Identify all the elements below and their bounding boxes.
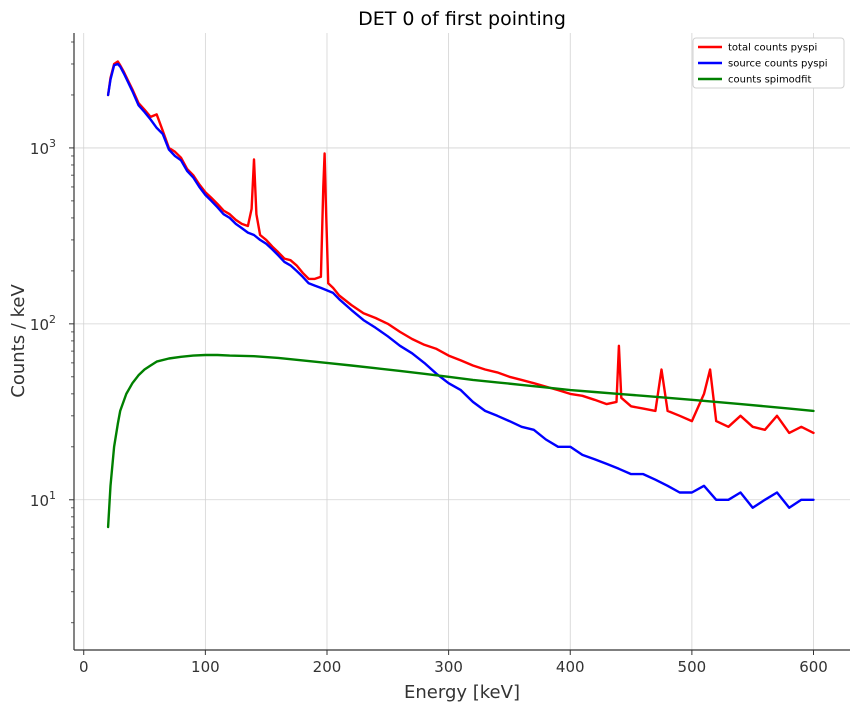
- grid-lines: [74, 33, 850, 650]
- y-tick-label: 102: [30, 313, 56, 334]
- legend-label: source counts pyspi: [728, 59, 828, 70]
- series-line-2: [106, 62, 815, 509]
- x-tick-label: 300: [434, 658, 463, 676]
- legend: total counts pyspi source counts pyspi cou…: [692, 37, 845, 89]
- y-axis-label: Counts / keV: [8, 284, 29, 398]
- series-line-1: [106, 60, 815, 435]
- legend-label: total counts pyspi: [728, 43, 817, 54]
- series-line-3: [106, 353, 815, 529]
- x-tick-label: 200: [313, 658, 342, 676]
- y-tick-label: 101: [30, 489, 56, 510]
- y-ticks: 101 102 103: [30, 137, 74, 510]
- y-tick-label: 103: [30, 137, 56, 158]
- x-axis-label: Energy [keV]: [404, 682, 520, 703]
- x-tick-label: 0: [79, 658, 89, 676]
- axes: [73, 33, 850, 651]
- x-tick-label: 600: [799, 658, 828, 676]
- series-lines: [106, 60, 815, 529]
- x-ticks: 0 100 200 300 400 500 600: [79, 650, 828, 676]
- x-tick-label: 500: [678, 658, 707, 676]
- x-tick-label: 400: [556, 658, 585, 676]
- legend-box: [692, 37, 845, 89]
- x-tick-label: 100: [191, 658, 220, 676]
- legend-label: counts spimodfit: [728, 75, 811, 86]
- chart-title: DET 0 of first pointing: [358, 8, 566, 30]
